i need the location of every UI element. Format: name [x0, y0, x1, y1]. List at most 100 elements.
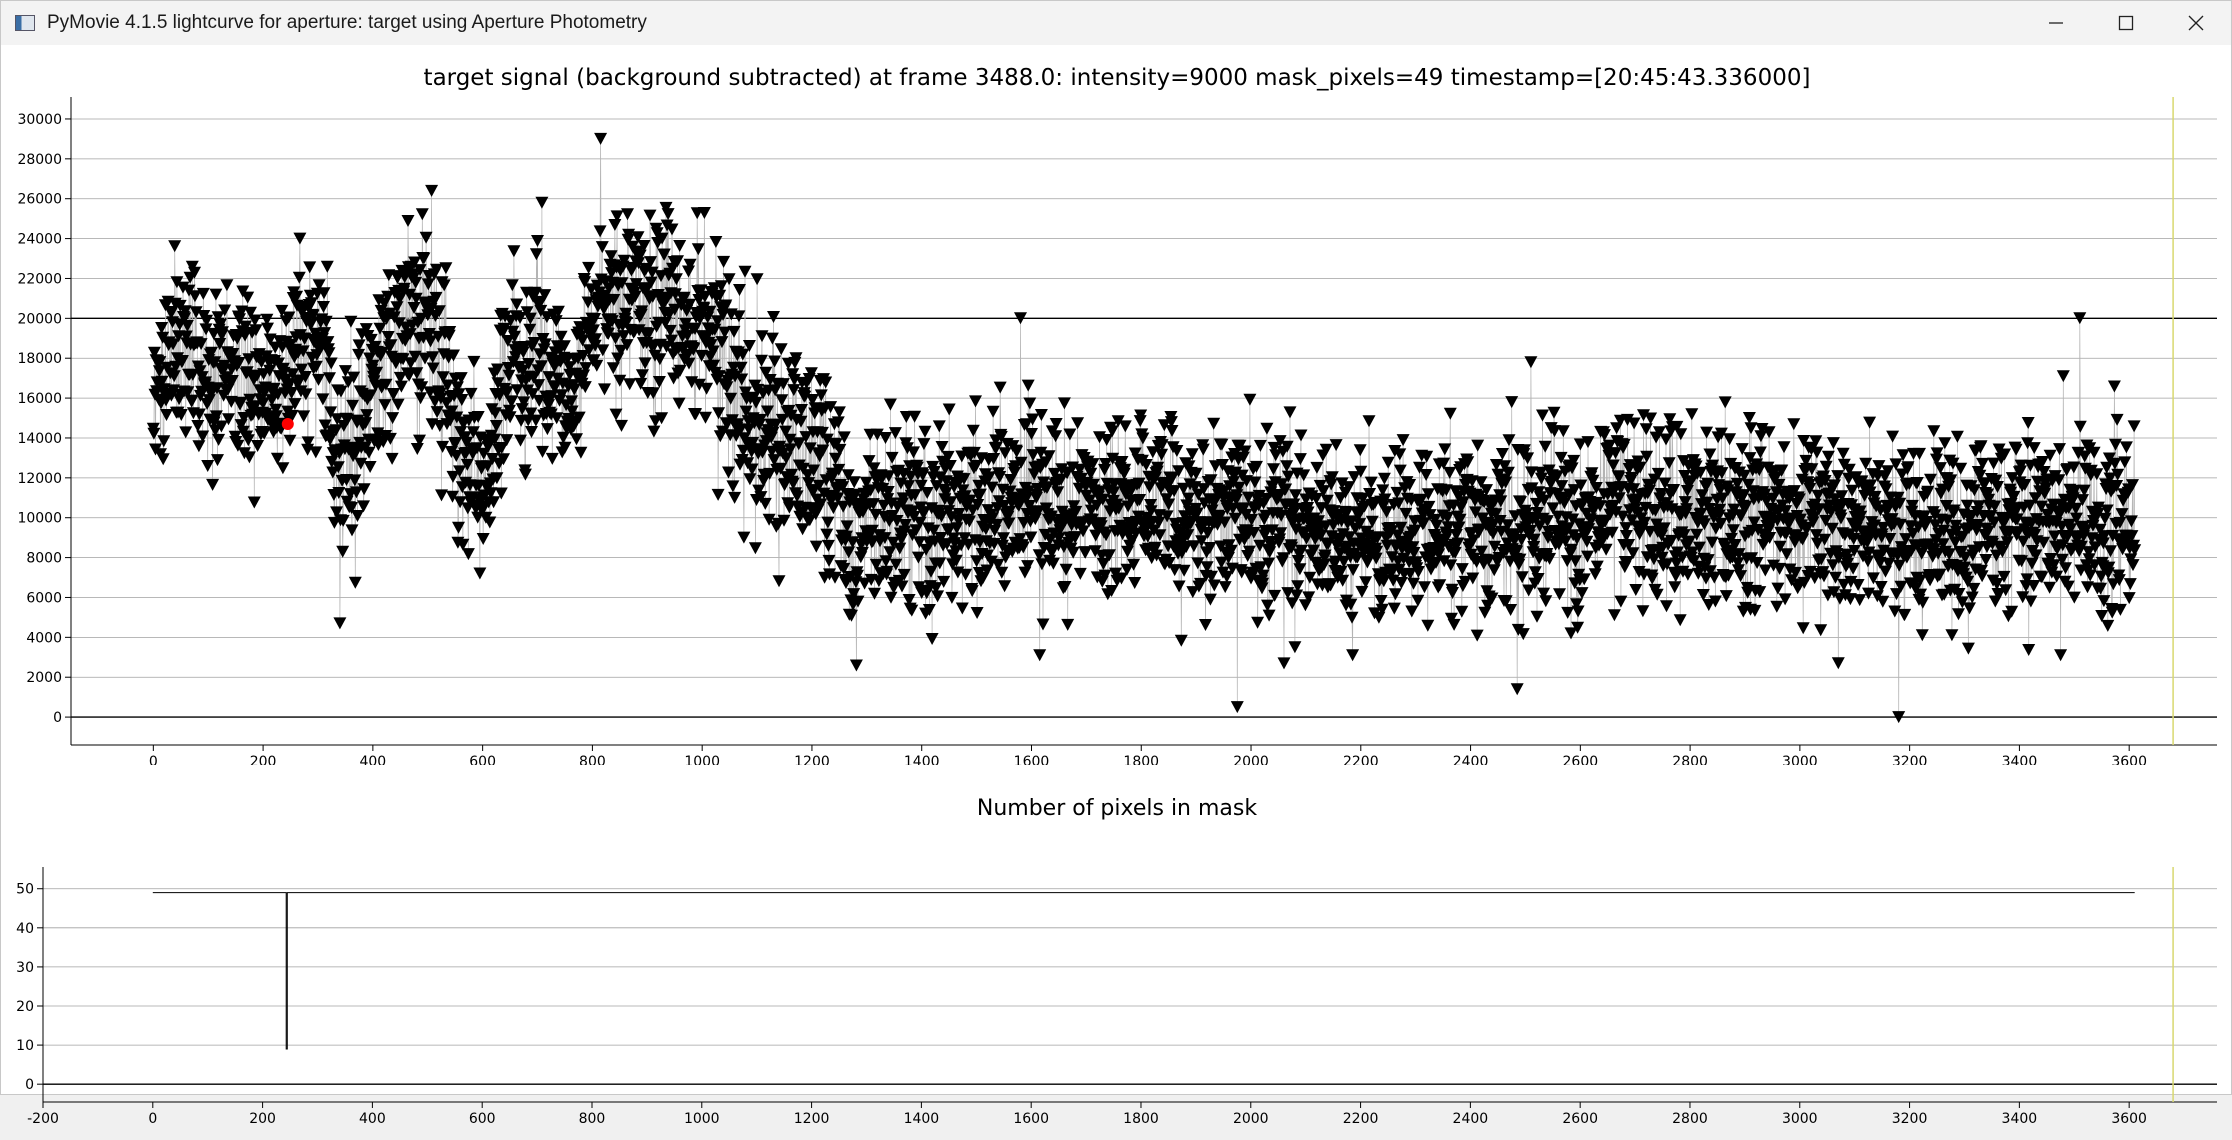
data-point	[306, 309, 320, 322]
data-point	[155, 322, 169, 334]
data-point	[1351, 551, 1364, 564]
data-point	[157, 435, 171, 448]
data-point	[363, 461, 377, 473]
data-point	[454, 372, 468, 385]
data-point	[494, 487, 508, 500]
data-point	[752, 419, 766, 431]
data-point	[1312, 515, 1325, 528]
data-point	[500, 386, 514, 399]
data-point	[1567, 484, 1581, 497]
data-point	[801, 469, 815, 482]
data-point	[450, 381, 464, 394]
data-point	[655, 232, 669, 245]
data-point	[761, 405, 774, 418]
data-point	[1754, 430, 1768, 443]
data-point	[1566, 513, 1580, 526]
data-point	[2079, 524, 2093, 537]
data-point	[403, 288, 417, 301]
data-point	[1565, 462, 1579, 475]
data-point	[1997, 570, 2011, 583]
data-point	[317, 287, 331, 300]
data-point	[2053, 507, 2067, 520]
maximize-icon[interactable]	[2091, 1, 2161, 45]
data-point	[501, 335, 515, 347]
data-point	[298, 371, 312, 383]
close-icon[interactable]	[2161, 1, 2231, 45]
data-point	[1714, 518, 1728, 530]
data-point	[1624, 471, 1638, 484]
data-point	[1190, 507, 1204, 520]
x-tick-label: 200	[250, 754, 277, 765]
data-point	[1803, 565, 1817, 578]
data-point	[1139, 459, 1153, 471]
data-point	[1443, 466, 1457, 479]
data-point	[661, 208, 675, 221]
data-point	[1548, 425, 1561, 438]
data-point	[529, 414, 543, 427]
data-point	[1998, 448, 2012, 461]
data-point	[1737, 469, 1751, 482]
mask-plot-title: Number of pixels in mask	[976, 796, 1258, 821]
data-point	[1488, 540, 1502, 553]
data-point	[1098, 463, 1111, 476]
signal-plot[interactable]: 0200040006000800010000120001400016000180…	[1, 45, 2231, 765]
x-tick-label: 3600	[2111, 1111, 2147, 1127]
data-point	[1673, 614, 1687, 627]
data-point	[1538, 440, 1552, 453]
data-point	[525, 426, 538, 438]
data-point	[898, 525, 912, 538]
data-point	[1112, 502, 1126, 515]
title-bar[interactable]: PyMovie 4.1.5 lightcurve for aperture: t…	[1, 1, 2231, 45]
data-point	[1913, 447, 1926, 460]
data-point	[1581, 436, 1595, 449]
data-point	[796, 523, 810, 536]
data-point	[1013, 533, 1027, 546]
data-point	[1342, 531, 1356, 544]
data-point	[243, 393, 257, 406]
data-point	[217, 359, 231, 372]
data-point	[1502, 434, 1516, 447]
data-point	[755, 330, 769, 343]
data-point	[772, 575, 786, 588]
data-point	[1096, 493, 1110, 506]
minimize-icon[interactable]	[2021, 1, 2091, 45]
data-point	[628, 290, 642, 303]
data-point	[998, 447, 1012, 460]
data-point	[2093, 523, 2107, 536]
data-point	[933, 471, 947, 484]
data-point	[1111, 415, 1125, 428]
data-point	[783, 433, 797, 446]
data-point	[1810, 446, 1824, 459]
data-point	[1963, 602, 1976, 615]
data-point	[1689, 460, 1703, 473]
data-point	[1769, 471, 1783, 484]
data-point	[1020, 418, 1033, 431]
data-point	[943, 460, 957, 472]
data-point	[955, 602, 969, 615]
data-point	[1144, 499, 1158, 511]
data-point	[642, 327, 656, 340]
data-point	[1259, 509, 1273, 522]
data-point	[1419, 469, 1433, 481]
data-point	[426, 362, 440, 375]
data-point	[1814, 553, 1828, 566]
data-point	[1942, 548, 1956, 561]
data-point	[631, 231, 645, 244]
data-point	[1390, 486, 1404, 499]
data-point	[1824, 505, 1838, 518]
data-point	[1692, 541, 1706, 554]
data-point	[1336, 528, 1350, 541]
data-point	[415, 381, 429, 394]
data-point	[944, 511, 958, 524]
data-point	[481, 460, 495, 473]
data-point	[1024, 531, 1038, 544]
data-point	[1191, 488, 1205, 501]
data-point	[331, 461, 345, 474]
data-point	[779, 425, 793, 438]
data-point	[751, 383, 765, 396]
data-point	[884, 591, 898, 604]
data-point	[914, 479, 928, 492]
data-point	[1473, 523, 1487, 536]
data-point	[1456, 496, 1470, 509]
